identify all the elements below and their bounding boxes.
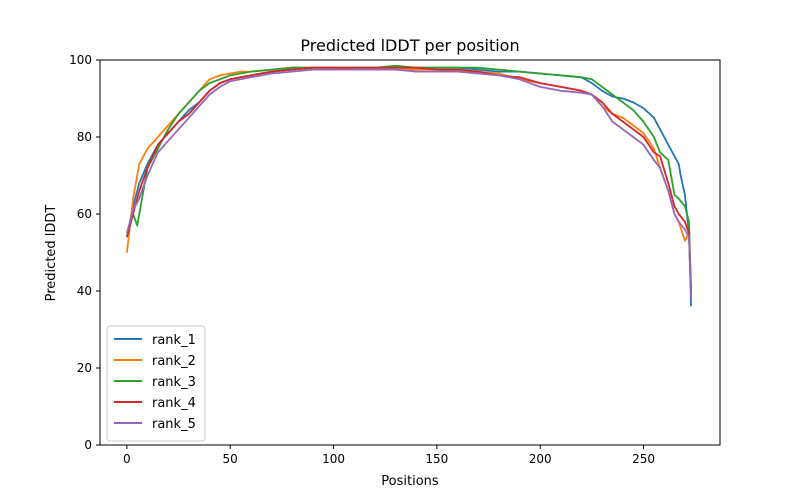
series-line-rank_3 — [126, 64, 692, 292]
x-tick-label: 150 — [425, 452, 448, 466]
y-tick-label: 0 — [84, 438, 92, 452]
y-tick-label: 40 — [77, 284, 92, 298]
x-tick-label: 0 — [123, 452, 131, 466]
x-axis-title: Positions — [381, 474, 439, 489]
y-tick-label: 100 — [69, 53, 92, 67]
x-tick-label: 100 — [322, 452, 345, 466]
legend-label-rank_3: rank_3 — [152, 375, 196, 390]
x-tick-label: 50 — [223, 452, 238, 466]
y-tick-label: 20 — [77, 361, 92, 375]
legend-box — [106, 325, 206, 442]
plot-area — [126, 64, 692, 307]
series-line-rank_2 — [126, 66, 692, 292]
series-line-rank_1 — [126, 66, 692, 307]
chart-title: Predicted lDDT per position — [300, 36, 519, 55]
y-tick-label: 80 — [77, 130, 92, 144]
series-line-rank_5 — [126, 68, 692, 299]
axes-frame — [99, 59, 721, 446]
legend-label-rank_4: rank_4 — [152, 396, 196, 411]
legend: rank_1 rank_2 rank_3 rank_4 rank_5 — [106, 325, 206, 442]
x-tick-label: 250 — [632, 452, 655, 466]
series-line-rank_4 — [126, 66, 692, 295]
legend-label-rank_5: rank_5 — [152, 417, 196, 432]
y-axis-title: Predicted lDDT — [44, 205, 59, 302]
x-tick-label: 200 — [529, 452, 552, 466]
legend-label-rank_2: rank_2 — [152, 354, 196, 369]
y-axis: 0 20 40 60 80 100 — [69, 53, 100, 452]
y-tick-label: 60 — [77, 207, 92, 221]
legend-label-rank_1: rank_1 — [152, 333, 196, 348]
x-axis: 0 50 100 150 200 250 — [123, 445, 655, 466]
